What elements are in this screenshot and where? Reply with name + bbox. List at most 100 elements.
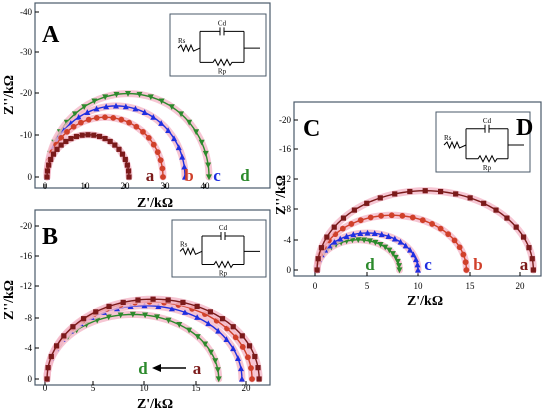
- data-point: [372, 239, 379, 246]
- data-point: [71, 111, 78, 118]
- data-point: [215, 376, 222, 383]
- y-axis-label: Z''/kΩ: [2, 75, 17, 115]
- data-point: [422, 188, 428, 194]
- series-a: [313, 187, 537, 274]
- data-point: [386, 247, 393, 254]
- data-point: [388, 212, 395, 219]
- data-point: [176, 322, 183, 328]
- panel-sublabel: D: [516, 115, 533, 141]
- data-point: [445, 231, 452, 238]
- data-point: [85, 116, 92, 123]
- data-point: [207, 309, 214, 315]
- data-point: [343, 233, 350, 239]
- x-tick-label: 10: [140, 383, 150, 393]
- circuit-wires: [201, 235, 260, 265]
- panel-label: A: [42, 22, 60, 48]
- data-point: [165, 127, 172, 134]
- curve-label-a: a: [520, 255, 529, 274]
- data-point: [44, 174, 50, 180]
- resistor-rs-symbol: [177, 43, 201, 53]
- data-point: [194, 303, 200, 310]
- x-tick-label: 15: [192, 383, 202, 393]
- data-point: [219, 316, 226, 322]
- data-point: [113, 91, 120, 98]
- x-tick-label: 10: [81, 181, 91, 191]
- data-point: [324, 234, 330, 240]
- series-a: [43, 131, 133, 181]
- data-point: [154, 314, 161, 321]
- data-point: [456, 244, 463, 251]
- data-point: [160, 174, 166, 180]
- data-point: [70, 123, 77, 130]
- data-point: [179, 153, 186, 160]
- data-point: [244, 354, 251, 361]
- data-point: [178, 111, 185, 118]
- data-point: [396, 267, 403, 274]
- data-point: [150, 296, 156, 302]
- data-point: [198, 139, 205, 146]
- data-point: [402, 242, 409, 249]
- y-tick-label: -8: [25, 313, 33, 323]
- data-point: [58, 134, 65, 141]
- data-point: [232, 334, 239, 341]
- circuit-wires: [465, 128, 524, 159]
- data-point: [331, 238, 338, 245]
- plot-frame: [34, 2, 271, 189]
- data-point: [367, 214, 374, 221]
- data-point: [406, 246, 413, 253]
- curve-label-c: c: [424, 255, 432, 274]
- data-point: [194, 334, 201, 340]
- data-point: [142, 312, 149, 319]
- capacitor-cd-symbol: [200, 27, 244, 36]
- data-point: [315, 256, 321, 262]
- capacitor-cd-symbol: [466, 124, 508, 133]
- data-point: [110, 114, 117, 121]
- curve-label-d: d: [240, 166, 250, 185]
- x-tick-label: 15: [466, 281, 476, 291]
- data-point: [181, 163, 188, 170]
- data-point: [318, 245, 325, 251]
- data-point: [159, 165, 166, 172]
- rp-label: Rp: [219, 269, 228, 277]
- data-point: [463, 267, 470, 273]
- data-point: [314, 267, 320, 273]
- data-point: [68, 135, 74, 142]
- data-point: [141, 109, 148, 115]
- data-point: [513, 224, 519, 230]
- data-point: [396, 263, 403, 269]
- y-tick-label: -16: [279, 144, 291, 154]
- data-point: [239, 333, 245, 339]
- data-point: [84, 109, 91, 115]
- cd-label: Cd: [483, 117, 492, 125]
- data-point: [157, 157, 164, 164]
- data-point: [93, 114, 100, 121]
- resistor-rp-symbol: [466, 154, 508, 163]
- panel-a: 0 10 20 30 40 0 -10 -20 -30 -40 Z'/kΩ Z''/kΩ a b c d Cd R…: [2, 2, 271, 211]
- data-point: [64, 128, 70, 135]
- data-point: [246, 343, 253, 349]
- data-point: [44, 376, 50, 382]
- data-point: [175, 144, 182, 151]
- y-axis-label: Z''/kΩ: [2, 280, 17, 320]
- data-point: [415, 266, 421, 273]
- x-tick-label: 0: [43, 181, 48, 191]
- data-point: [107, 138, 113, 145]
- data-point: [462, 259, 469, 266]
- data-point: [48, 156, 54, 163]
- data-point: [129, 311, 136, 318]
- data-point: [357, 217, 364, 224]
- circuit-wires: [199, 31, 260, 63]
- cd-label: Cd: [219, 224, 228, 232]
- data-point: [79, 132, 85, 138]
- data-point: [397, 238, 404, 245]
- x-axis-label: Z'/kΩ: [407, 294, 443, 309]
- y-tick-label: -10: [20, 130, 32, 140]
- data-point: [350, 231, 357, 238]
- data-point: [45, 365, 51, 371]
- data-point: [81, 104, 88, 111]
- data-point: [165, 297, 171, 303]
- data-point: [113, 102, 119, 109]
- data-point: [202, 150, 209, 157]
- data-point: [44, 168, 51, 174]
